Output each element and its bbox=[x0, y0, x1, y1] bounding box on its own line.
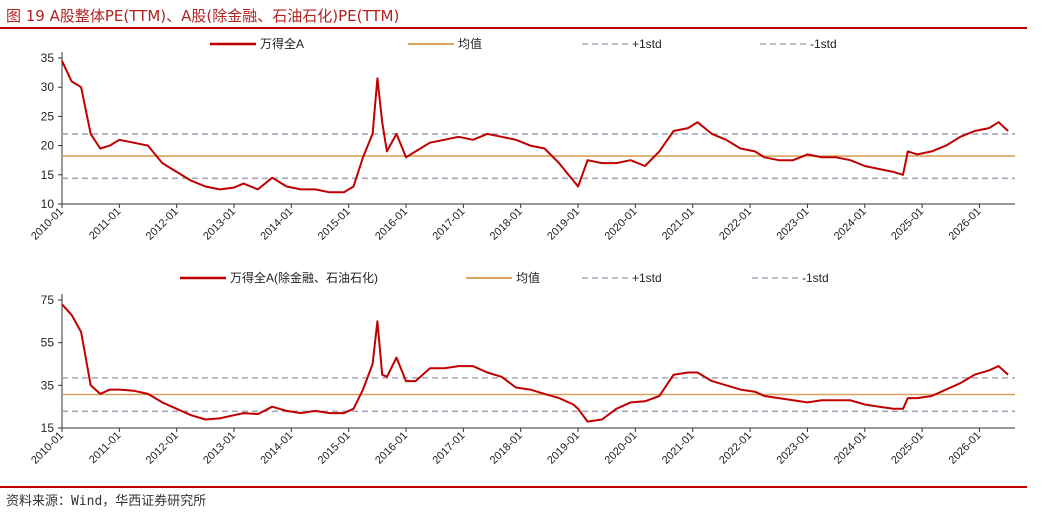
y-tick-label: 55 bbox=[41, 336, 55, 350]
legend-item: +1std bbox=[582, 271, 662, 285]
x-tick-label: 2015-01 bbox=[316, 430, 353, 467]
legend-item: 均值 bbox=[466, 270, 540, 285]
legend-item: 均值 bbox=[408, 36, 482, 51]
y-tick-label: 20 bbox=[41, 139, 55, 153]
x-tick-label: 2019-01 bbox=[545, 206, 582, 243]
y-tick-label: 30 bbox=[41, 80, 55, 94]
y-tick-label: 35 bbox=[41, 378, 55, 392]
x-tick-label: 2010-01 bbox=[29, 206, 66, 243]
y-tick-label: 15 bbox=[41, 168, 55, 182]
x-tick-label: 2026-01 bbox=[947, 430, 984, 467]
x-tick-label: 2011-01 bbox=[87, 206, 123, 242]
legend-label: 万得全A bbox=[260, 36, 304, 51]
x-tick-label: 2026-01 bbox=[947, 206, 984, 243]
x-tick-label: 2017-01 bbox=[430, 430, 467, 467]
x-tick-label: 2022-01 bbox=[717, 430, 754, 467]
chart-overall-pe: 10 15 20 25 30 35 2010-01 2011-01 2012-01 2013-01… bbox=[29, 36, 1015, 243]
x-tick-label: 2011-01 bbox=[87, 430, 123, 466]
x-tick-label: 2020-01 bbox=[602, 206, 639, 243]
legend-item: 万得全A(除金融、石油石化) bbox=[180, 270, 378, 285]
source-note: 资料来源：Wind，华西证券研究所 bbox=[6, 494, 207, 509]
x-tick-label: 2015-01 bbox=[316, 206, 353, 243]
x-tick-label: 2024-01 bbox=[832, 206, 869, 243]
x-tick-label: 2016-01 bbox=[373, 430, 410, 467]
x-tick-label: 2023-01 bbox=[775, 430, 812, 467]
x-tick-label: 2016-01 bbox=[373, 206, 410, 243]
x-tick-label: 2021-01 bbox=[660, 430, 697, 467]
x-tick-label: 2023-01 bbox=[775, 206, 812, 243]
legend-label: 均值 bbox=[516, 270, 540, 285]
legend-item: +1std bbox=[582, 37, 662, 51]
legend-label: -1std bbox=[802, 271, 829, 285]
legend-item: 万得全A bbox=[210, 36, 304, 51]
legend-label: +1std bbox=[632, 37, 662, 51]
legend-item: -1std bbox=[760, 37, 837, 51]
x-tick-label: 2025-01 bbox=[889, 206, 926, 243]
x-tick-label: 2014-01 bbox=[258, 206, 295, 243]
figure-title: 图 19 A股整体PE(TTM)、A股(除金融、石油石化)PE(TTM) bbox=[6, 7, 400, 25]
legend-label: -1std bbox=[810, 37, 837, 51]
x-tick-label: 2013-01 bbox=[201, 430, 238, 467]
figure-title-bar: 图 19 A股整体PE(TTM)、A股(除金融、石油石化)PE(TTM) bbox=[0, 0, 1027, 29]
x-tick-label: 2019-01 bbox=[545, 430, 582, 467]
legend-label: +1std bbox=[632, 271, 662, 285]
x-tick-label: 2018-01 bbox=[488, 206, 525, 243]
y-tick-label: 25 bbox=[41, 109, 55, 123]
y-tick-label: 15 bbox=[41, 421, 55, 435]
x-tick-label: 2022-01 bbox=[717, 206, 754, 243]
x-tick-label: 2020-01 bbox=[602, 430, 639, 467]
y-tick-label: 10 bbox=[41, 197, 55, 211]
x-tick-label: 2014-01 bbox=[258, 430, 295, 467]
x-tick-label: 2017-01 bbox=[430, 206, 467, 243]
title-rule bbox=[0, 27, 1027, 29]
y-tick-label: 75 bbox=[41, 293, 55, 307]
x-tick-label: 2024-01 bbox=[832, 430, 869, 467]
x-tick-label: 2025-01 bbox=[889, 430, 926, 467]
x-tick-label: 2010-01 bbox=[29, 430, 66, 467]
x-tick-label: 2018-01 bbox=[488, 430, 525, 467]
x-tick-label: 2021-01 bbox=[660, 206, 697, 243]
y-tick-label: 35 bbox=[41, 51, 55, 65]
x-tick-label: 2012-01 bbox=[144, 430, 181, 467]
series-line bbox=[61, 303, 1009, 423]
series-line bbox=[61, 60, 1009, 194]
source-rule bbox=[0, 486, 1027, 488]
chart-ex-financial-pe: 15 35 55 75 2010-01 2011-01 2012-01 2013-01 2014… bbox=[29, 270, 1015, 467]
legend-label: 均值 bbox=[458, 36, 482, 51]
legend-item: -1std bbox=[752, 271, 829, 285]
legend-label: 万得全A(除金融、石油石化) bbox=[230, 270, 378, 285]
x-tick-label: 2012-01 bbox=[144, 206, 181, 243]
x-tick-label: 2013-01 bbox=[201, 206, 238, 243]
